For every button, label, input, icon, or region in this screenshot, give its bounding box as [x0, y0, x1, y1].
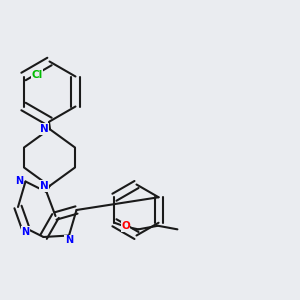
Text: N: N: [40, 181, 49, 191]
Text: Cl: Cl: [32, 70, 43, 80]
Text: N: N: [21, 226, 30, 237]
Text: O: O: [121, 221, 130, 231]
Text: N: N: [65, 235, 73, 245]
Text: N: N: [40, 124, 49, 134]
Text: N: N: [15, 176, 23, 187]
